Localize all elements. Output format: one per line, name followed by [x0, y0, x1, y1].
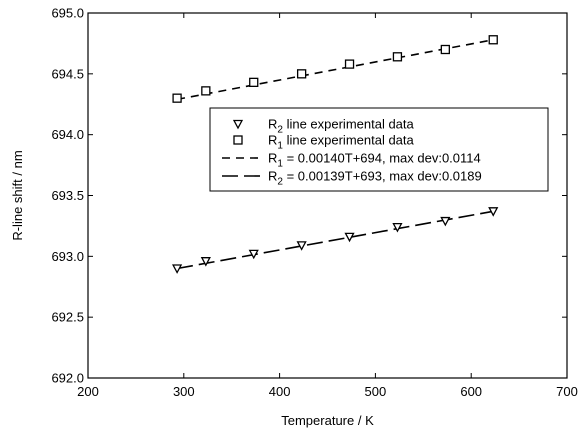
data-markers — [172, 35, 499, 274]
x-tick-label: 200 — [77, 384, 99, 399]
r2-point — [200, 257, 211, 267]
r1-point — [344, 59, 355, 69]
r2-point — [440, 216, 451, 227]
fit-r1-line — [176, 38, 494, 101]
y-tick-label: 693.5 — [51, 188, 84, 203]
axis-ticks — [87, 12, 568, 379]
r1-point — [172, 93, 182, 103]
plot-frame — [87, 12, 568, 379]
r1-point — [249, 77, 259, 87]
r2-point — [248, 249, 259, 260]
x-tick-label: 400 — [269, 384, 291, 399]
legend-r2-marker — [232, 119, 244, 130]
fit-r2-line — [176, 210, 494, 270]
r2-point — [296, 241, 307, 251]
fit-lines — [176, 38, 494, 270]
legend-r1-label: R1 line experimental data — [268, 133, 415, 152]
y-tick-label: 694.0 — [51, 127, 84, 142]
x-axis-label: Temperature / K — [281, 413, 374, 428]
r2-point — [172, 264, 183, 274]
x-tick-label: 300 — [173, 384, 195, 399]
r2-point — [344, 232, 355, 243]
y-tick-label: 693.0 — [51, 249, 84, 264]
y-tick-label: 692.5 — [51, 310, 84, 325]
x-tick-label: 700 — [556, 384, 578, 399]
r2-point — [392, 222, 403, 233]
legend-r2-label: R2 line experimental data — [268, 117, 415, 136]
legend-fit-r2-label: R2 = 0.00139T+693, max dev:0.0189 — [268, 169, 482, 188]
r1-point — [392, 52, 403, 62]
y-axis-label: R-line shift / nm — [10, 150, 25, 240]
r1-point — [440, 44, 450, 55]
legend-r1-marker — [233, 135, 243, 145]
r1-point — [488, 35, 498, 45]
legend-box — [209, 107, 549, 192]
x-tick-label: 600 — [460, 384, 482, 399]
axis-tick-labels: 200 300 400 500 600 700 692.0 692.5 693.0 693.5 69… — [51, 6, 577, 400]
legend-fit-r1-label: R1 = 0.00140T+694, max dev:0.0114 — [268, 151, 481, 170]
r2-point — [488, 207, 499, 217]
r1-point — [296, 69, 307, 79]
y-tick-label: 694.5 — [51, 66, 84, 81]
r1-point — [201, 86, 211, 96]
y-tick-label: 692.0 — [51, 371, 84, 386]
y-tick-label: 695.0 — [51, 6, 84, 21]
x-tick-label: 500 — [365, 384, 387, 399]
